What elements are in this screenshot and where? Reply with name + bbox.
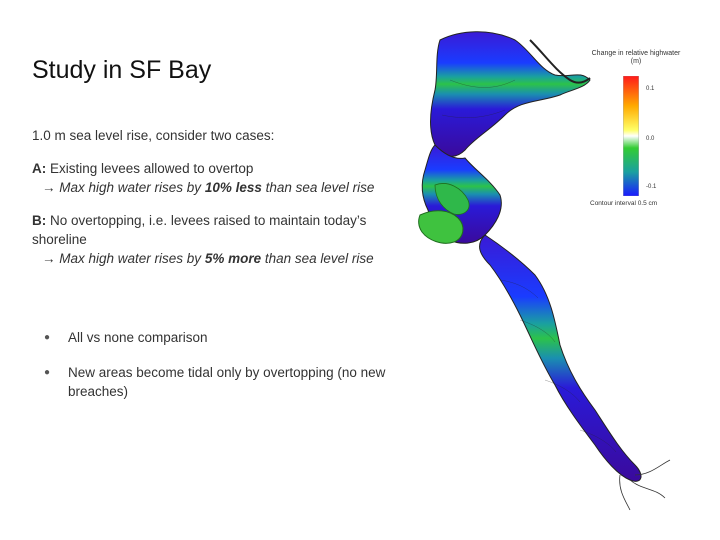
legend-tick-top: 0.1 (646, 86, 655, 92)
legend: Change in relative highwater (m) 0.1 0.0… (586, 50, 696, 210)
case-a-emphasis: 10% less (204, 180, 262, 195)
bullet-dot-icon: ● (44, 332, 51, 343)
legend-title: Change in relative highwater (m) (591, 50, 681, 65)
bullet-dot-icon: ● (44, 367, 51, 378)
south-bay-region (479, 234, 642, 482)
case-a-result: → Max high water rises by 10% less than … (42, 180, 375, 195)
legend-colorbar (623, 76, 639, 196)
case-a: A: Existing levees allowed to overtop → … (32, 159, 392, 197)
slide-body: 1.0 m sea level rise, consider two cases… (32, 126, 392, 282)
list-item: ● New areas become tidal only by overtopp… (44, 365, 386, 399)
legend-tick-zero: 0.0 (646, 136, 655, 142)
case-b-label: B: (32, 213, 47, 228)
case-b: B: No overtopping, i.e. levees raised to… (32, 211, 392, 268)
legend-tick-bottom: -0.1 (646, 184, 657, 190)
intro-text: 1.0 m sea level rise, consider two cases… (32, 128, 275, 143)
north-channel (529, 39, 591, 84)
marin-green (434, 183, 470, 215)
bullet-list: ● All vs none comparison ● New areas becom… (44, 328, 404, 417)
golden-gate-region (418, 210, 464, 244)
case-b-text: No overtopping, i.e. levees raised to ma… (32, 213, 367, 247)
contour-interval-note: Contour interval 0.5 cm (590, 200, 658, 207)
slide-title: Study in SF Bay (32, 56, 212, 84)
case-a-text: Existing levees allowed to overtop (46, 161, 254, 176)
list-item: ● All vs none comparison (44, 330, 208, 345)
sf-bay-map (418, 31, 671, 511)
case-b-emphasis: 5% more (204, 251, 262, 266)
south-creeks (619, 459, 671, 511)
north-bay-region (430, 31, 591, 157)
case-b-result: → Max high water rises by 5% more than s… (42, 251, 374, 266)
case-a-label: A: (32, 161, 47, 176)
